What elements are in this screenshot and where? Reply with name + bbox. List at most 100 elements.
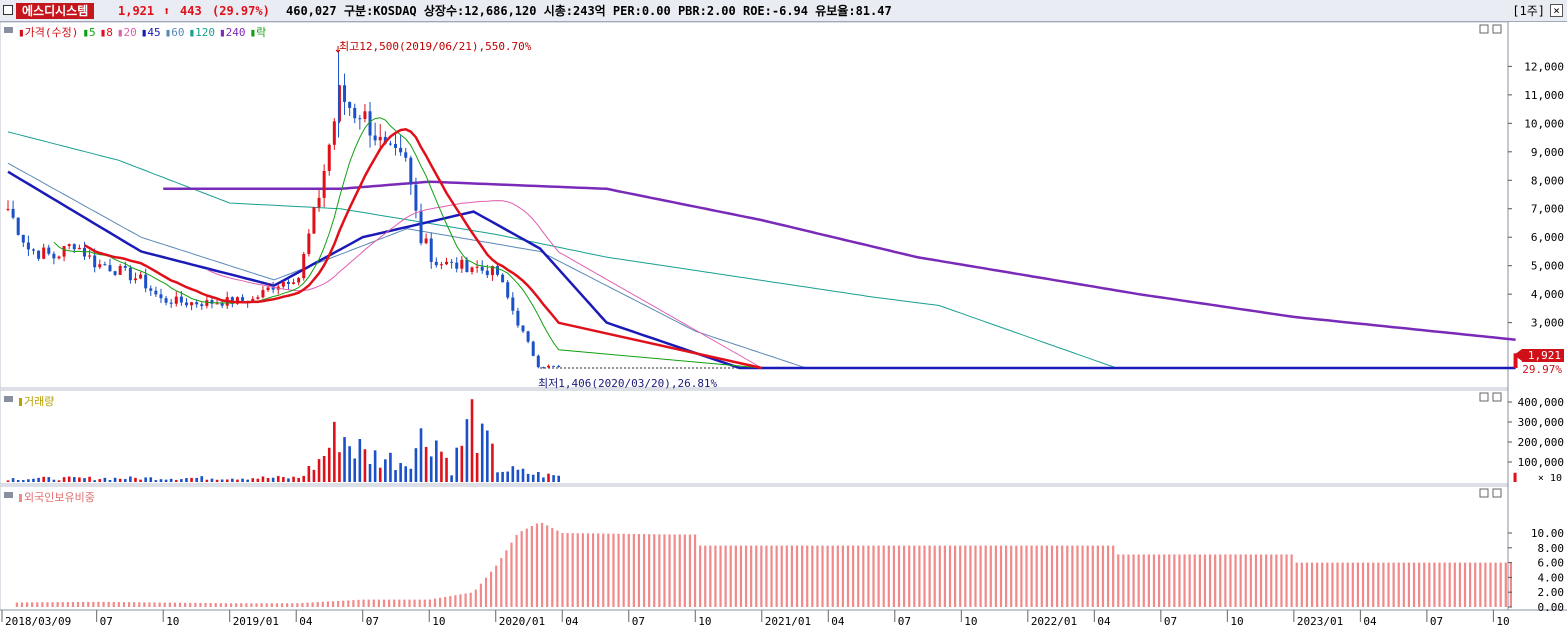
- candle-body: [21, 234, 25, 243]
- foreign-bar: [71, 602, 75, 607]
- foreign-bar: [877, 545, 880, 607]
- foreign-bar: [724, 545, 727, 607]
- candle-body: [67, 244, 71, 247]
- foreign-bar: [760, 545, 763, 607]
- candle-body: [383, 136, 387, 144]
- candle-body: [103, 264, 107, 266]
- foreign-bar: [1494, 562, 1497, 607]
- volume-bar: [231, 478, 234, 482]
- foreign-bar: [571, 533, 574, 607]
- volume-bar: [547, 473, 550, 482]
- volume-bar: [169, 478, 173, 482]
- foreign-bar: [704, 545, 707, 607]
- candle-body: [531, 341, 535, 356]
- volume-tick-label: 100,000: [1518, 456, 1564, 469]
- foreign-legend: 외국인보유비중: [24, 491, 95, 504]
- foreign-bar: [1178, 554, 1181, 607]
- header-checkbox[interactable]: [3, 5, 13, 15]
- foreign-bar: [1270, 554, 1273, 607]
- x-tick-label: 2019/01: [233, 615, 279, 628]
- foreign-bar: [938, 545, 941, 607]
- candle-body: [42, 247, 46, 259]
- volume-bar: [83, 478, 86, 482]
- candle-body: [388, 143, 392, 145]
- foreign-bar: [428, 599, 431, 607]
- close-icon[interactable]: ×: [1550, 4, 1563, 17]
- foreign-bar: [790, 545, 794, 607]
- foreign-bar: [1122, 554, 1125, 607]
- foreign-bar: [1050, 545, 1054, 607]
- x-axis: 2018/03/09 07 10 2019/01 04 07 10 2020/01 04 07 10…: [1, 610, 1510, 628]
- foreign-bar: [245, 603, 248, 607]
- candle-body: [526, 331, 530, 342]
- volume-bar: [292, 476, 295, 482]
- candle-body: [235, 297, 239, 304]
- panel-buttons[interactable]: [1479, 24, 1502, 498]
- foreign-bar: [61, 602, 64, 607]
- x-tick-label: 07: [632, 615, 645, 628]
- foreign-bar: [540, 522, 544, 607]
- foreign-bar: [1453, 562, 1456, 607]
- foreign-bar: [489, 571, 493, 607]
- price-y-axis: 12,000 11,000 10,000 9,000 8,000 7,000 6,000 5,…: [1508, 60, 1564, 330]
- volume-bar: [353, 458, 357, 482]
- timeframe-label[interactable]: [1주]: [1512, 4, 1545, 18]
- volume-bar: [409, 468, 413, 482]
- candle-body: [445, 261, 449, 265]
- foreign-bar: [954, 545, 957, 607]
- foreign-bar: [658, 534, 661, 607]
- foreign-bar: [714, 545, 717, 607]
- foreign-bar: [530, 526, 533, 607]
- foreign-bar: [1443, 562, 1446, 607]
- candle-body: [506, 282, 510, 298]
- volume-bar: [399, 463, 402, 482]
- volume-y-axis: 400,000 300,000 200,000 100,000: [1508, 396, 1564, 469]
- volume-bar: [287, 478, 290, 482]
- foreign-tick-label: 0.00: [1538, 601, 1565, 614]
- x-tick-label: 10: [698, 615, 711, 628]
- volume-bar: [215, 479, 219, 482]
- volume-bar: [333, 421, 336, 482]
- foreign-bar: [750, 545, 753, 607]
- foreign-bar: [1280, 554, 1283, 607]
- foreign-bar: [1081, 545, 1084, 607]
- foreign-bar: [1020, 545, 1023, 607]
- foreign-bar: [41, 602, 44, 607]
- foreign-bar: [1229, 554, 1232, 607]
- x-tick-label: 10: [1496, 615, 1509, 628]
- candle-body: [128, 267, 132, 281]
- candle-body: [169, 302, 173, 304]
- candle-body: [6, 208, 10, 210]
- foreign-bar: [918, 545, 921, 607]
- foreign-bar: [1484, 562, 1487, 607]
- foreign-bar: [306, 602, 309, 607]
- foreign-bar: [31, 602, 34, 607]
- foreign-bar: [653, 534, 656, 607]
- foreign-tick-label: 2.00: [1538, 586, 1565, 599]
- price-tick-label: 6,000: [1531, 231, 1564, 244]
- foreign-bar: [862, 545, 865, 607]
- volume-bar: [139, 479, 142, 482]
- ma-5-line: [53, 117, 762, 369]
- foreign-bar: [1418, 562, 1421, 607]
- panel-menu-icon[interactable]: [4, 27, 13, 33]
- stock-name[interactable]: 에스디시스템: [16, 3, 95, 19]
- volume-bar: [88, 476, 91, 482]
- foreign-bar: [566, 533, 569, 607]
- foreign-bar: [127, 602, 131, 607]
- foreign-bar: [1259, 554, 1263, 607]
- foreign-bar: [1203, 554, 1207, 607]
- volume-bar: [57, 480, 61, 482]
- foreign-bar: [1423, 562, 1426, 607]
- foreign-bar: [908, 545, 911, 607]
- volume-bar: [164, 479, 168, 482]
- volume-bar: [496, 472, 499, 482]
- foreign-bar: [326, 601, 330, 607]
- candle-body: [52, 253, 56, 259]
- foreign-bar: [515, 534, 518, 607]
- candle-body: [159, 294, 163, 299]
- volume-bar: [11, 478, 15, 482]
- volume-menu-icon[interactable]: [4, 396, 13, 402]
- foreign-menu-icon[interactable]: [4, 492, 13, 498]
- foreign-bar: [1147, 554, 1150, 607]
